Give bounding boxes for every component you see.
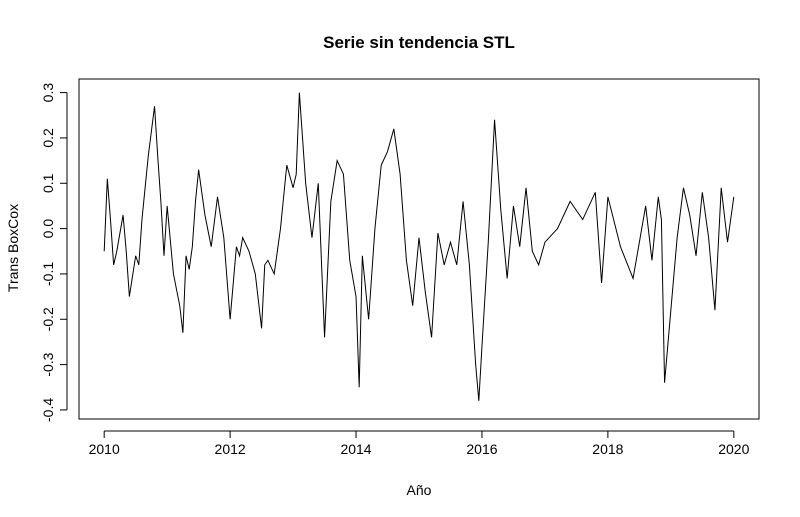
y-tick-label: -0.2: [40, 307, 56, 331]
x-tick-label: 2014: [340, 441, 371, 457]
y-tick-label: 0.0: [40, 219, 56, 239]
plot-frame: [78, 78, 760, 420]
series-line: [103, 92, 735, 401]
y-tick-label: -0.4: [40, 398, 56, 422]
x-tick-label: 2010: [89, 441, 120, 457]
y-tick-label: 0.2: [40, 128, 56, 148]
y-tick-label: 0.3: [40, 83, 56, 103]
chart-title: Serie sin tendencia STL: [323, 33, 515, 52]
x-tick-label: 2018: [592, 441, 623, 457]
y-tick-label: 0.1: [40, 173, 56, 193]
y-tick-label: -0.3: [40, 352, 56, 376]
x-axis: 2010 2012 2014 2016 2018 2020: [89, 430, 750, 457]
y-axis: -0.4 -0.3 -0.2 -0.1 0.0 0.1 0.2 0.3: [40, 83, 68, 422]
x-tick-label: 2016: [466, 441, 497, 457]
y-tick-label: -0.1: [40, 262, 56, 286]
x-tick-label: 2020: [718, 441, 749, 457]
y-axis-label: Trans BoxCox: [5, 204, 21, 292]
x-axis-label: Año: [407, 482, 432, 498]
x-tick-label: 2012: [215, 441, 246, 457]
